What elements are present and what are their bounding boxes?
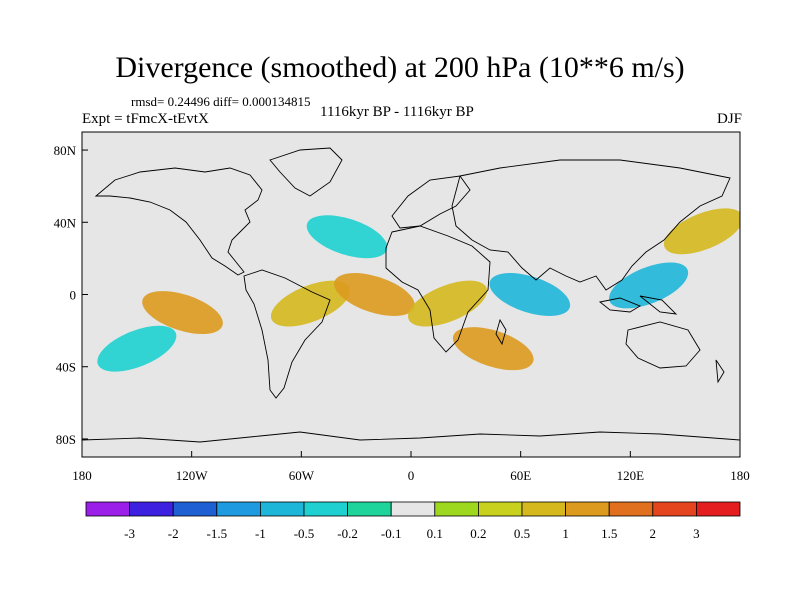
stats-text: rmsd= 0.24496 diff= 0.000134815 bbox=[131, 94, 311, 109]
colorbar-label: 0.5 bbox=[514, 526, 530, 541]
colorbar: -3 -2 -1.5 -1 -0.5 -0.2 -0.1 0.1 0.2 0.5 1 1.5 2 3 bbox=[85, 501, 741, 541]
colorbar-label: 0.2 bbox=[470, 526, 486, 541]
season-label: DJF bbox=[716, 111, 742, 127]
y-tick-label: 80S bbox=[56, 432, 76, 447]
y-tick-label: 40N bbox=[54, 215, 77, 230]
anomaly-9 bbox=[97, 325, 177, 372]
colorbar-label: -1.5 bbox=[207, 526, 228, 541]
colorbar-segment bbox=[521, 501, 566, 517]
colorbar-label: -0.1 bbox=[381, 526, 402, 541]
x-tick-label: 180 bbox=[72, 468, 92, 483]
colorbar-label: 1 bbox=[562, 526, 569, 541]
colorbar-label: -2 bbox=[168, 526, 179, 541]
colorbar-segment bbox=[129, 501, 174, 517]
experiment-label: Expt = tFmcX-tEvtX bbox=[82, 111, 209, 127]
x-tick-label: 0 bbox=[408, 468, 415, 483]
anomaly-3 bbox=[270, 280, 350, 327]
x-tick-label: 120E bbox=[617, 468, 645, 483]
colorbar-segment bbox=[652, 501, 697, 517]
y-tick-label: 40S bbox=[56, 360, 76, 375]
colorbar-label: 0.1 bbox=[427, 526, 443, 541]
x-tick-label: 120W bbox=[176, 468, 209, 483]
anomaly-6 bbox=[452, 327, 534, 371]
anomaly-field bbox=[97, 208, 740, 372]
anomaly-2 bbox=[489, 273, 571, 316]
colorbar-label: 1.5 bbox=[601, 526, 617, 541]
colorbar-label: -0.5 bbox=[294, 526, 315, 541]
y-axis: 80N 40N 0 40S 80S bbox=[54, 143, 88, 447]
coastlines bbox=[82, 147, 740, 443]
anomaly-7 bbox=[663, 208, 740, 255]
y-tick-label: 0 bbox=[70, 288, 77, 303]
chart-title: Divergence (smoothed) at 200 hPa (10**6 … bbox=[115, 51, 685, 84]
colorbar-segment bbox=[477, 501, 523, 517]
colorbar-label: 2 bbox=[650, 526, 657, 541]
colorbar-segment bbox=[303, 501, 348, 517]
colorbar-segment bbox=[172, 501, 218, 517]
x-tick-label: 60W bbox=[289, 468, 315, 483]
x-tick-label: 60E bbox=[510, 468, 531, 483]
colorbar-label: -0.2 bbox=[337, 526, 358, 541]
colorbar-segment bbox=[85, 501, 130, 517]
colorbar-label: 3 bbox=[693, 526, 700, 541]
x-tick-label: 180 bbox=[730, 468, 750, 483]
colorbar-segment bbox=[565, 501, 610, 517]
colorbar-segment bbox=[347, 501, 392, 517]
colorbar-label: -1 bbox=[255, 526, 266, 541]
colorbar-segment bbox=[390, 501, 436, 517]
y-tick-label: 80N bbox=[54, 143, 77, 158]
colorbar-segment bbox=[259, 501, 305, 517]
anomaly-1 bbox=[609, 262, 689, 309]
colorbar-segment bbox=[434, 501, 479, 517]
anomaly-0 bbox=[306, 215, 388, 259]
colorbar-label: -3 bbox=[124, 526, 135, 541]
anomaly-4 bbox=[334, 273, 415, 316]
anomaly-8 bbox=[142, 291, 223, 335]
anomaly-5 bbox=[408, 280, 488, 327]
colorbar-segment bbox=[608, 501, 654, 517]
colorbar-segment bbox=[216, 501, 261, 517]
period-label: 1116kyr BP - 1116kyr BP bbox=[320, 104, 474, 120]
colorbar-segment bbox=[696, 501, 741, 517]
x-axis: 180 120W 60W 0 60E 120E 180 bbox=[72, 451, 750, 483]
